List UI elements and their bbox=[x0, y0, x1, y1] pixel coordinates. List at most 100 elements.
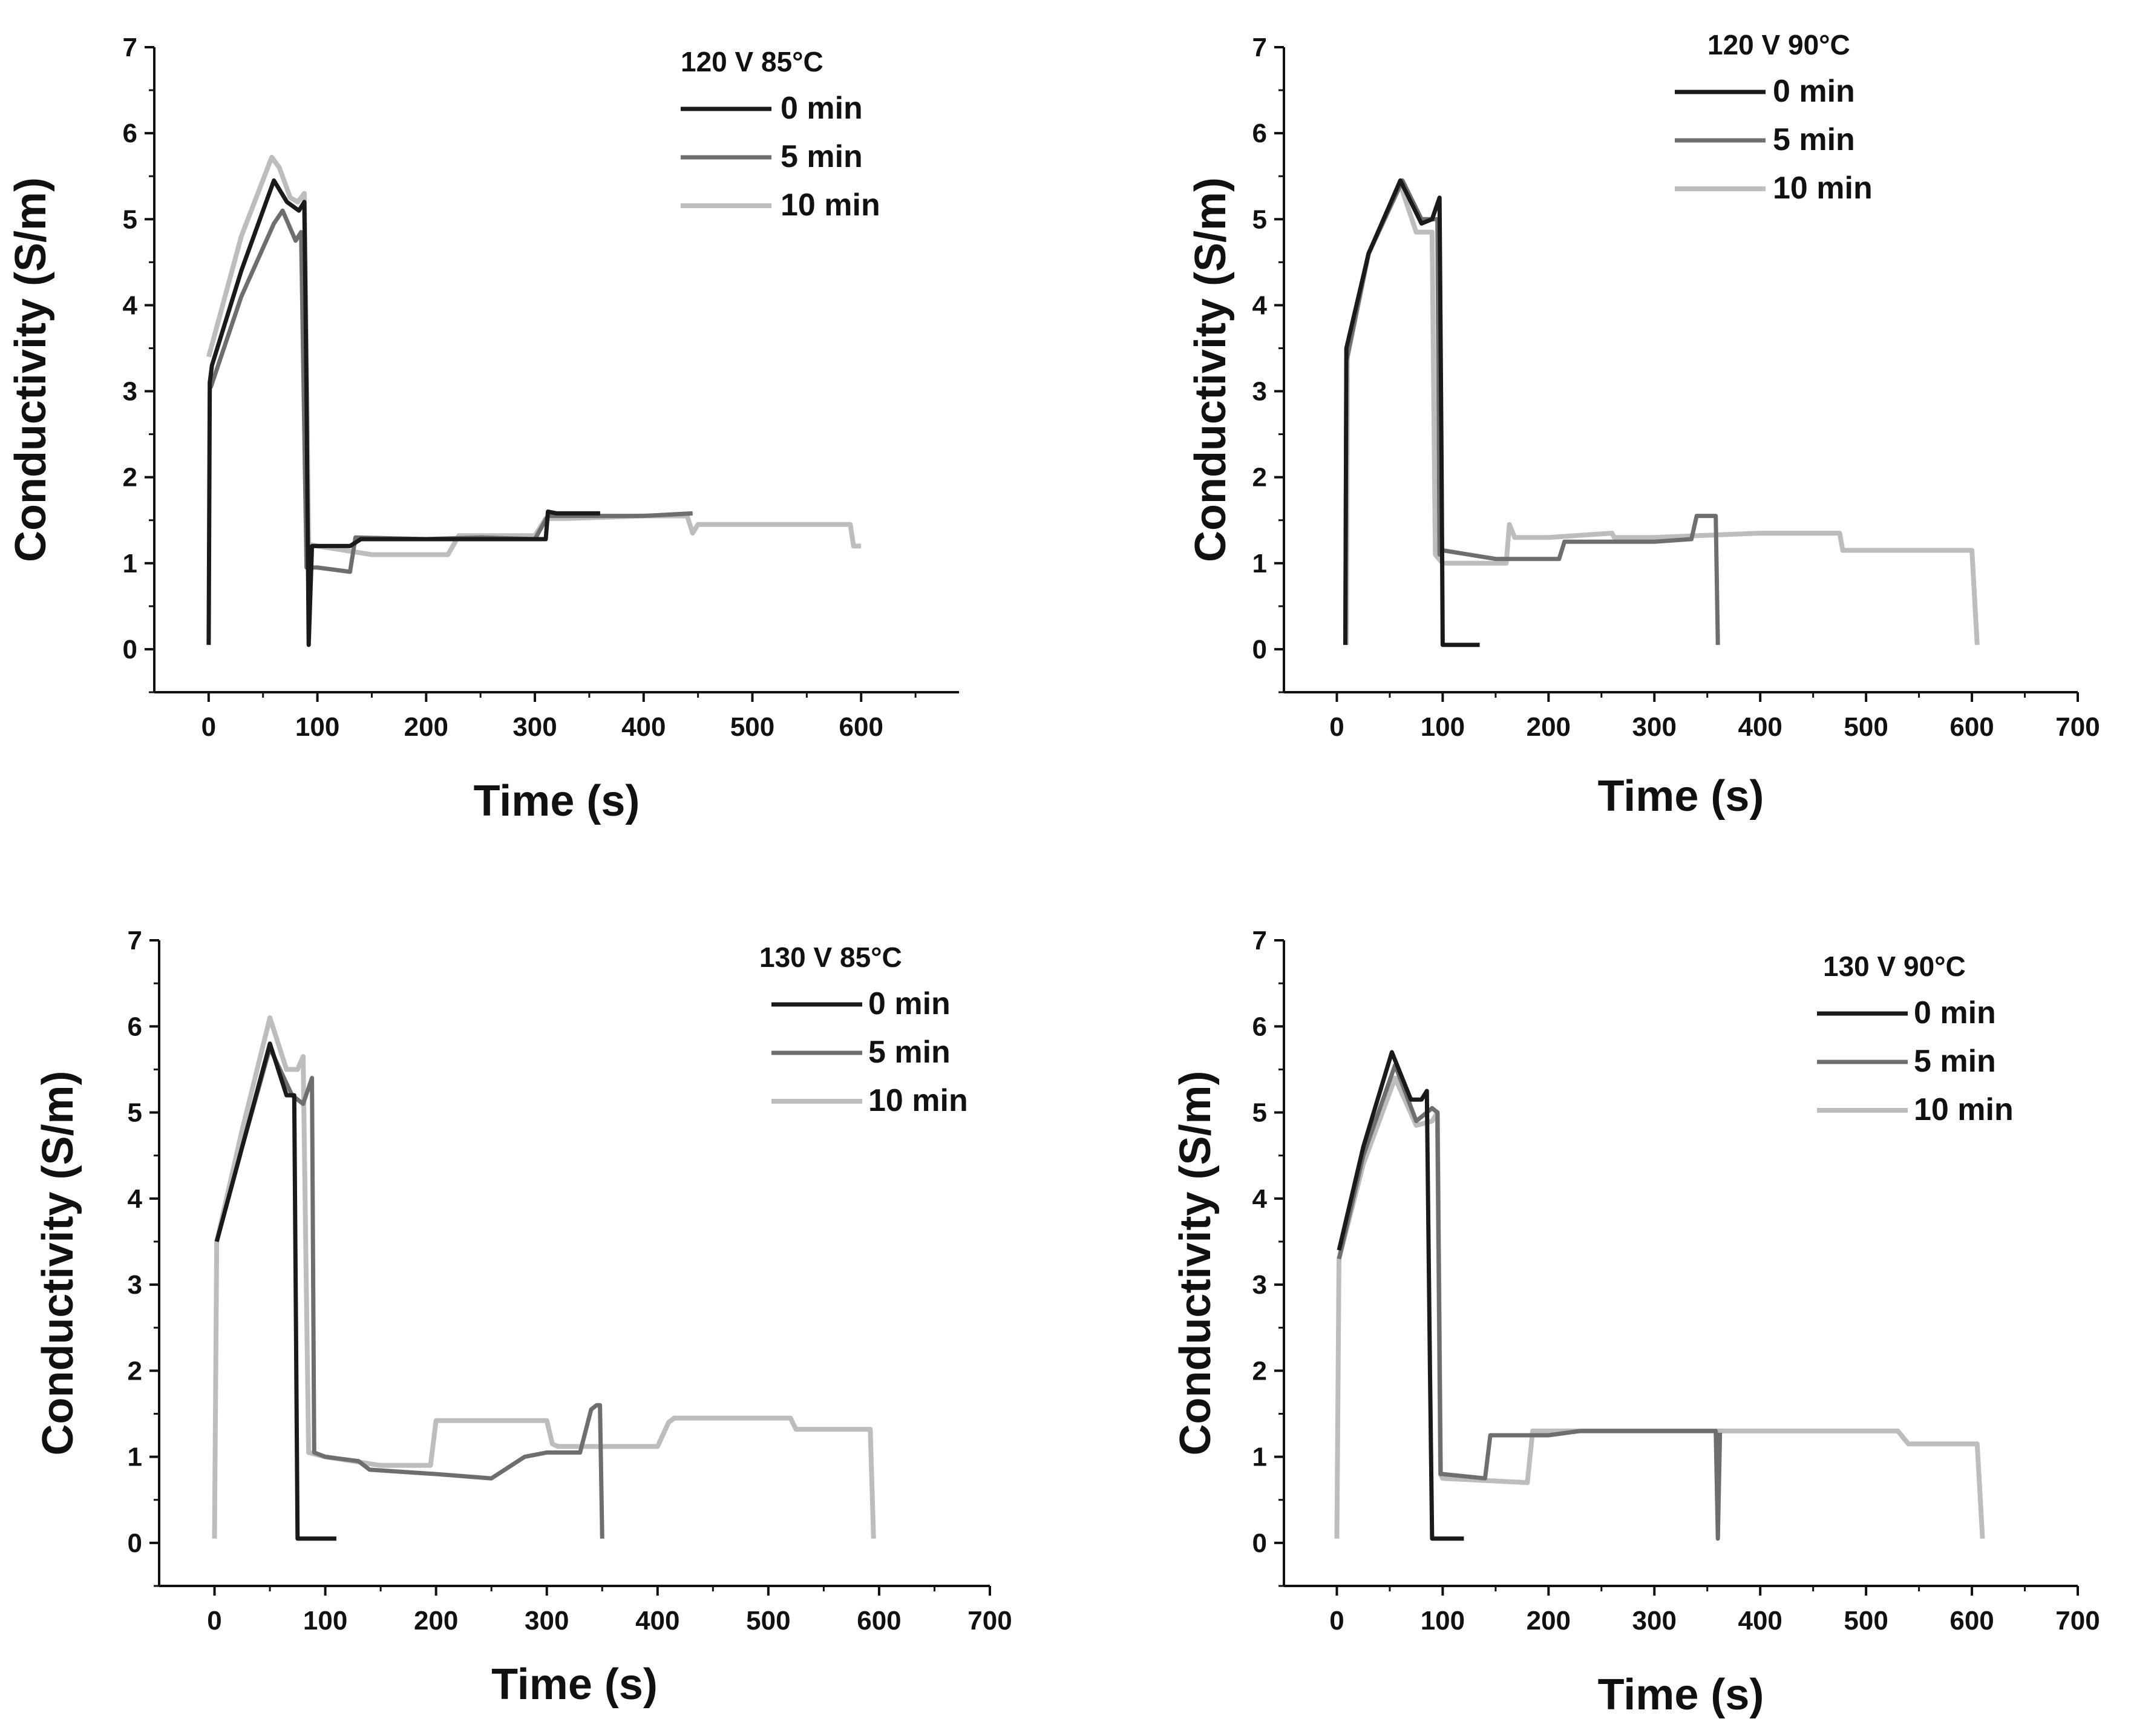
y-axis-label: Conductivity (S/m) bbox=[1187, 177, 1235, 562]
y-tick-label: 6 bbox=[123, 119, 137, 148]
x-tick-label: 100 bbox=[303, 1606, 347, 1636]
y-tick-label: 4 bbox=[128, 1184, 143, 1214]
y-tick-label: 3 bbox=[128, 1270, 142, 1300]
y-axis-label: Conductivity (S/m) bbox=[34, 1070, 82, 1455]
chart-panel-4: 0 1 2 3 4 5 6 7 0 100 200 300 400 500 600 700 Time (s) Co… bbox=[1171, 926, 2100, 1719]
y-tick-label: 5 bbox=[123, 205, 137, 234]
y-tick-label: 4 bbox=[1252, 1184, 1268, 1214]
legend-title: 130 V 90°C bbox=[1823, 951, 1966, 982]
y-tick-label: 5 bbox=[1252, 1098, 1267, 1128]
y-tick-label: 0 bbox=[1252, 1528, 1267, 1558]
series-line-10-min bbox=[1334, 1075, 1985, 1539]
series-line-0-min bbox=[214, 1041, 336, 1541]
legend-title: 130 V 85°C bbox=[759, 942, 902, 973]
y-tick-label: 7 bbox=[128, 926, 142, 955]
legend-entry-label: 5 min bbox=[1914, 1044, 1996, 1079]
x-tick-label: 300 bbox=[512, 712, 557, 742]
x-tick-label: 600 bbox=[1949, 1606, 1994, 1636]
x-tick-label: 700 bbox=[2055, 712, 2100, 742]
x-tick-label: 600 bbox=[839, 712, 883, 742]
series-line-0-min bbox=[206, 178, 600, 647]
y-tick-label: 0 bbox=[123, 635, 137, 664]
legend-entry-label: 0 min bbox=[1773, 74, 1855, 109]
legend-entry-label: 5 min bbox=[1773, 122, 1855, 157]
x-tick-label: 700 bbox=[967, 1606, 1012, 1636]
legend-entry-label: 5 min bbox=[868, 1035, 951, 1070]
y-tick-label: 5 bbox=[128, 1098, 142, 1128]
y-tick-label: 7 bbox=[1252, 926, 1267, 955]
x-axis-label: Time (s) bbox=[491, 1660, 658, 1709]
x-tick-label: 300 bbox=[1632, 712, 1677, 742]
y-tick-label: 3 bbox=[1252, 377, 1267, 407]
x-tick-label: 200 bbox=[1527, 1606, 1571, 1636]
y-tick-label: 6 bbox=[128, 1012, 142, 1041]
legend-entry-label: 0 min bbox=[1914, 995, 1996, 1030]
x-tick-label: 100 bbox=[295, 712, 339, 742]
y-tick-label: 4 bbox=[123, 290, 138, 320]
x-tick-label: 400 bbox=[621, 712, 666, 742]
x-tick-label: 400 bbox=[1738, 1606, 1782, 1636]
legend-entry-label: 10 min bbox=[781, 188, 880, 223]
y-tick-label: 3 bbox=[1252, 1270, 1267, 1300]
series-line-5-min bbox=[208, 208, 693, 574]
x-axis-label: Time (s) bbox=[1598, 772, 1764, 821]
legend-entry-label: 5 min bbox=[781, 139, 863, 174]
series-line-5-min bbox=[1337, 1063, 1723, 1541]
series-line-0-min bbox=[1343, 178, 1480, 647]
series-line-10-min bbox=[1344, 182, 1980, 646]
legend-title: 120 V 90°C bbox=[1707, 29, 1850, 61]
chart-panel-3: 0 1 2 3 4 5 6 7 0 100 200 300 400 500 600 700 Time (s) Co… bbox=[34, 926, 1012, 1709]
y-tick-label: 7 bbox=[123, 33, 137, 62]
x-tick-label: 200 bbox=[414, 1606, 458, 1636]
series-line-10-min bbox=[206, 154, 862, 557]
x-axis-label: Time (s) bbox=[1598, 1671, 1764, 1719]
y-tick-label: 0 bbox=[128, 1528, 142, 1558]
y-tick-label: 6 bbox=[1252, 1012, 1267, 1041]
y-tick-label: 6 bbox=[1252, 119, 1267, 148]
x-tick-label: 0 bbox=[201, 712, 216, 742]
y-tick-label: 2 bbox=[128, 1356, 142, 1386]
y-tick-label: 1 bbox=[123, 549, 137, 578]
y-tick-label: 2 bbox=[1252, 1356, 1267, 1386]
x-tick-label: 400 bbox=[1738, 712, 1782, 742]
y-tick-label: 1 bbox=[1252, 549, 1267, 578]
x-tick-label: 500 bbox=[1844, 712, 1888, 742]
x-tick-label: 100 bbox=[1421, 1606, 1465, 1636]
x-tick-label: 500 bbox=[730, 712, 774, 742]
y-tick-label: 1 bbox=[128, 1443, 142, 1472]
series-line-10-min bbox=[212, 1015, 876, 1539]
y-tick-label: 4 bbox=[1252, 290, 1268, 320]
x-tick-label: 600 bbox=[1949, 712, 1994, 742]
legend-entry-label: 0 min bbox=[781, 91, 863, 126]
x-tick-label: 700 bbox=[2055, 1606, 2100, 1636]
x-tick-label: 100 bbox=[1421, 712, 1465, 742]
x-tick-label: 200 bbox=[404, 712, 448, 742]
y-tick-label: 2 bbox=[123, 463, 137, 493]
x-tick-label: 300 bbox=[1632, 1606, 1677, 1636]
y-tick-label: 3 bbox=[123, 377, 137, 407]
y-axis-label: Conductivity (S/m) bbox=[7, 177, 55, 562]
x-tick-label: 600 bbox=[857, 1606, 901, 1636]
x-tick-label: 400 bbox=[635, 1606, 679, 1636]
series-line-0-min bbox=[1337, 1050, 1464, 1541]
x-tick-label: 200 bbox=[1527, 712, 1571, 742]
y-tick-label: 0 bbox=[1252, 635, 1267, 664]
x-tick-label: 500 bbox=[1844, 1606, 1888, 1636]
y-tick-label: 5 bbox=[1252, 205, 1267, 234]
x-axis-label: Time (s) bbox=[474, 777, 640, 825]
y-tick-label: 7 bbox=[1252, 33, 1267, 62]
y-axis-label: Conductivity (S/m) bbox=[1171, 1070, 1220, 1455]
chart-panel-1: 0 1 2 3 4 5 6 7 0 100 200 300 400 500 600 Time (s) Condu… bbox=[7, 33, 959, 825]
y-tick-label: 1 bbox=[1252, 1443, 1267, 1472]
y-tick-label: 2 bbox=[1252, 463, 1267, 493]
legend-title: 120 V 85°C bbox=[681, 46, 823, 77]
series-line-5-min bbox=[1343, 178, 1720, 645]
chart-panel-2: 0 1 2 3 4 5 6 7 0 100 200 300 400 500 600 700 Time (s) Co… bbox=[1187, 29, 2100, 821]
x-tick-label: 300 bbox=[525, 1606, 569, 1636]
x-tick-label: 0 bbox=[1329, 712, 1344, 742]
x-tick-label: 0 bbox=[1329, 1606, 1344, 1636]
legend-entry-label: 0 min bbox=[868, 986, 951, 1021]
legend-entry-label: 10 min bbox=[1914, 1092, 2014, 1127]
x-tick-label: 500 bbox=[746, 1606, 790, 1636]
